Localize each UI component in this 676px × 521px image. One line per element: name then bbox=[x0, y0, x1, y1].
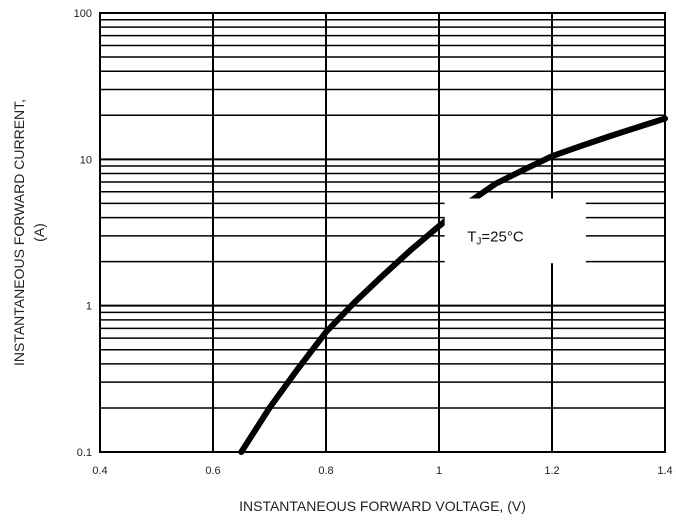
x-tick-labels: 0.4 0.6 0.8 1 1.2 1.4 bbox=[92, 465, 672, 477]
y-tick-label: 100 bbox=[74, 8, 92, 20]
y-axis-title-line2: (A) bbox=[31, 223, 47, 242]
y-tick-label: 10 bbox=[80, 154, 92, 166]
y-axis-title-line1: INSTANTANEOUS FORWARD CURRENT, bbox=[11, 99, 27, 366]
series-line-group bbox=[238, 115, 668, 455]
annotation-tj: TJ=25°C bbox=[467, 228, 524, 247]
annotation-background bbox=[444, 198, 586, 264]
x-tick-label: 0.6 bbox=[205, 465, 220, 477]
x-tick-label: 0.4 bbox=[92, 465, 107, 477]
y-tick-labels: 0.1 1 10 100 bbox=[74, 8, 92, 459]
plot-frame bbox=[99, 12, 666, 453]
series-line bbox=[238, 115, 668, 455]
y-tick-label: 1 bbox=[86, 301, 92, 313]
x-tick-label: 1.2 bbox=[544, 465, 559, 477]
x-tick-label: 1.4 bbox=[657, 465, 672, 477]
x-tick-label: 0.8 bbox=[318, 465, 333, 477]
x-tick-label: 1 bbox=[436, 465, 442, 477]
y-tick-label: 0.1 bbox=[77, 447, 92, 459]
x-axis-title: INSTANTANEOUS FORWARD VOLTAGE, (V) bbox=[239, 498, 526, 514]
